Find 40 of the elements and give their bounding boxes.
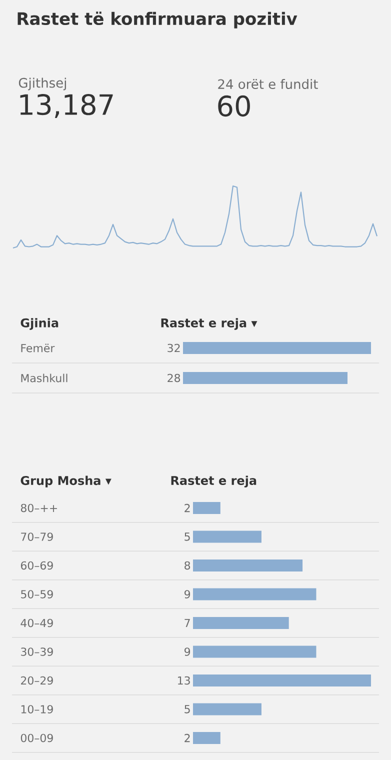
data-label: 5	[184, 705, 190, 714]
data-label: 9	[184, 590, 190, 598]
data-label: 28	[168, 374, 180, 382]
bar	[193, 559, 303, 572]
y-tick-label: 80–++	[20, 504, 57, 512]
data-label: 8	[184, 561, 190, 570]
y-tick-label: Mashkull	[21, 374, 68, 382]
bar	[193, 616, 289, 629]
data-label: 7	[184, 618, 190, 627]
bar	[193, 530, 262, 543]
y-tick-label: 00–09	[20, 734, 53, 742]
bar	[193, 703, 262, 716]
y-tick-label: 60–69	[20, 561, 53, 570]
data-label: 32	[168, 344, 180, 352]
y-tick-label: 70–79	[21, 532, 53, 541]
y-tick-label: 50–59	[21, 590, 53, 598]
text: 13,187	[20, 94, 113, 118]
text: 60	[218, 95, 250, 117]
y-tick-label: Femër	[21, 344, 55, 352]
bar	[193, 732, 220, 744]
y-tick-label: 10–19	[21, 705, 53, 714]
y-axis-title: Grup Mosha ▾	[20, 476, 112, 488]
data-label: 9	[184, 648, 190, 656]
bar	[193, 502, 220, 514]
x-axis-title: Rastet e reja	[171, 476, 256, 488]
text: 24 orët e fundit	[218, 78, 318, 90]
bar	[193, 588, 316, 600]
text: Gjithsej	[18, 78, 66, 90]
bar	[193, 674, 371, 686]
x-axis-title: Rastet e reja ▾	[161, 318, 258, 330]
y-tick-label: 20–29	[21, 676, 53, 685]
y-axis-title: Gjinia	[20, 318, 58, 330]
y-tick-label: 40–49	[20, 618, 53, 628]
bar	[193, 646, 316, 658]
data-label: 13	[178, 676, 190, 685]
y-tick-label: 30–39	[21, 648, 53, 656]
data-label: 5	[184, 532, 190, 541]
data-label: 2	[184, 734, 190, 742]
text: Rastet të konfirmuara pozitiv	[18, 12, 298, 28]
data-label: 2	[184, 504, 190, 512]
